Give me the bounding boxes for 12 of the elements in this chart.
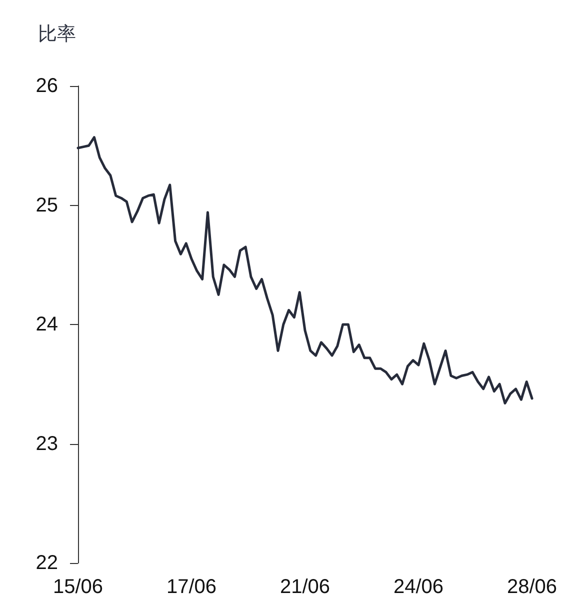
x-tick-label: 28/06 <box>506 576 558 598</box>
x-tick-label: 17/06 <box>166 576 217 598</box>
line-series <box>76 136 534 404</box>
x-tick-label: 15/06 <box>52 576 104 598</box>
x-tick-label: 21/06 <box>280 576 330 598</box>
y-tick-label: 23 <box>36 432 58 455</box>
y-tick-label: 24 <box>36 314 58 336</box>
y-tick-label: 26 <box>36 75 58 97</box>
y-tick-label: 22 <box>36 552 58 574</box>
y-tick-label: 25 <box>36 194 58 216</box>
x-tick-label: 24/06 <box>393 576 444 598</box>
y-axis-title: 比率 <box>38 23 76 45</box>
